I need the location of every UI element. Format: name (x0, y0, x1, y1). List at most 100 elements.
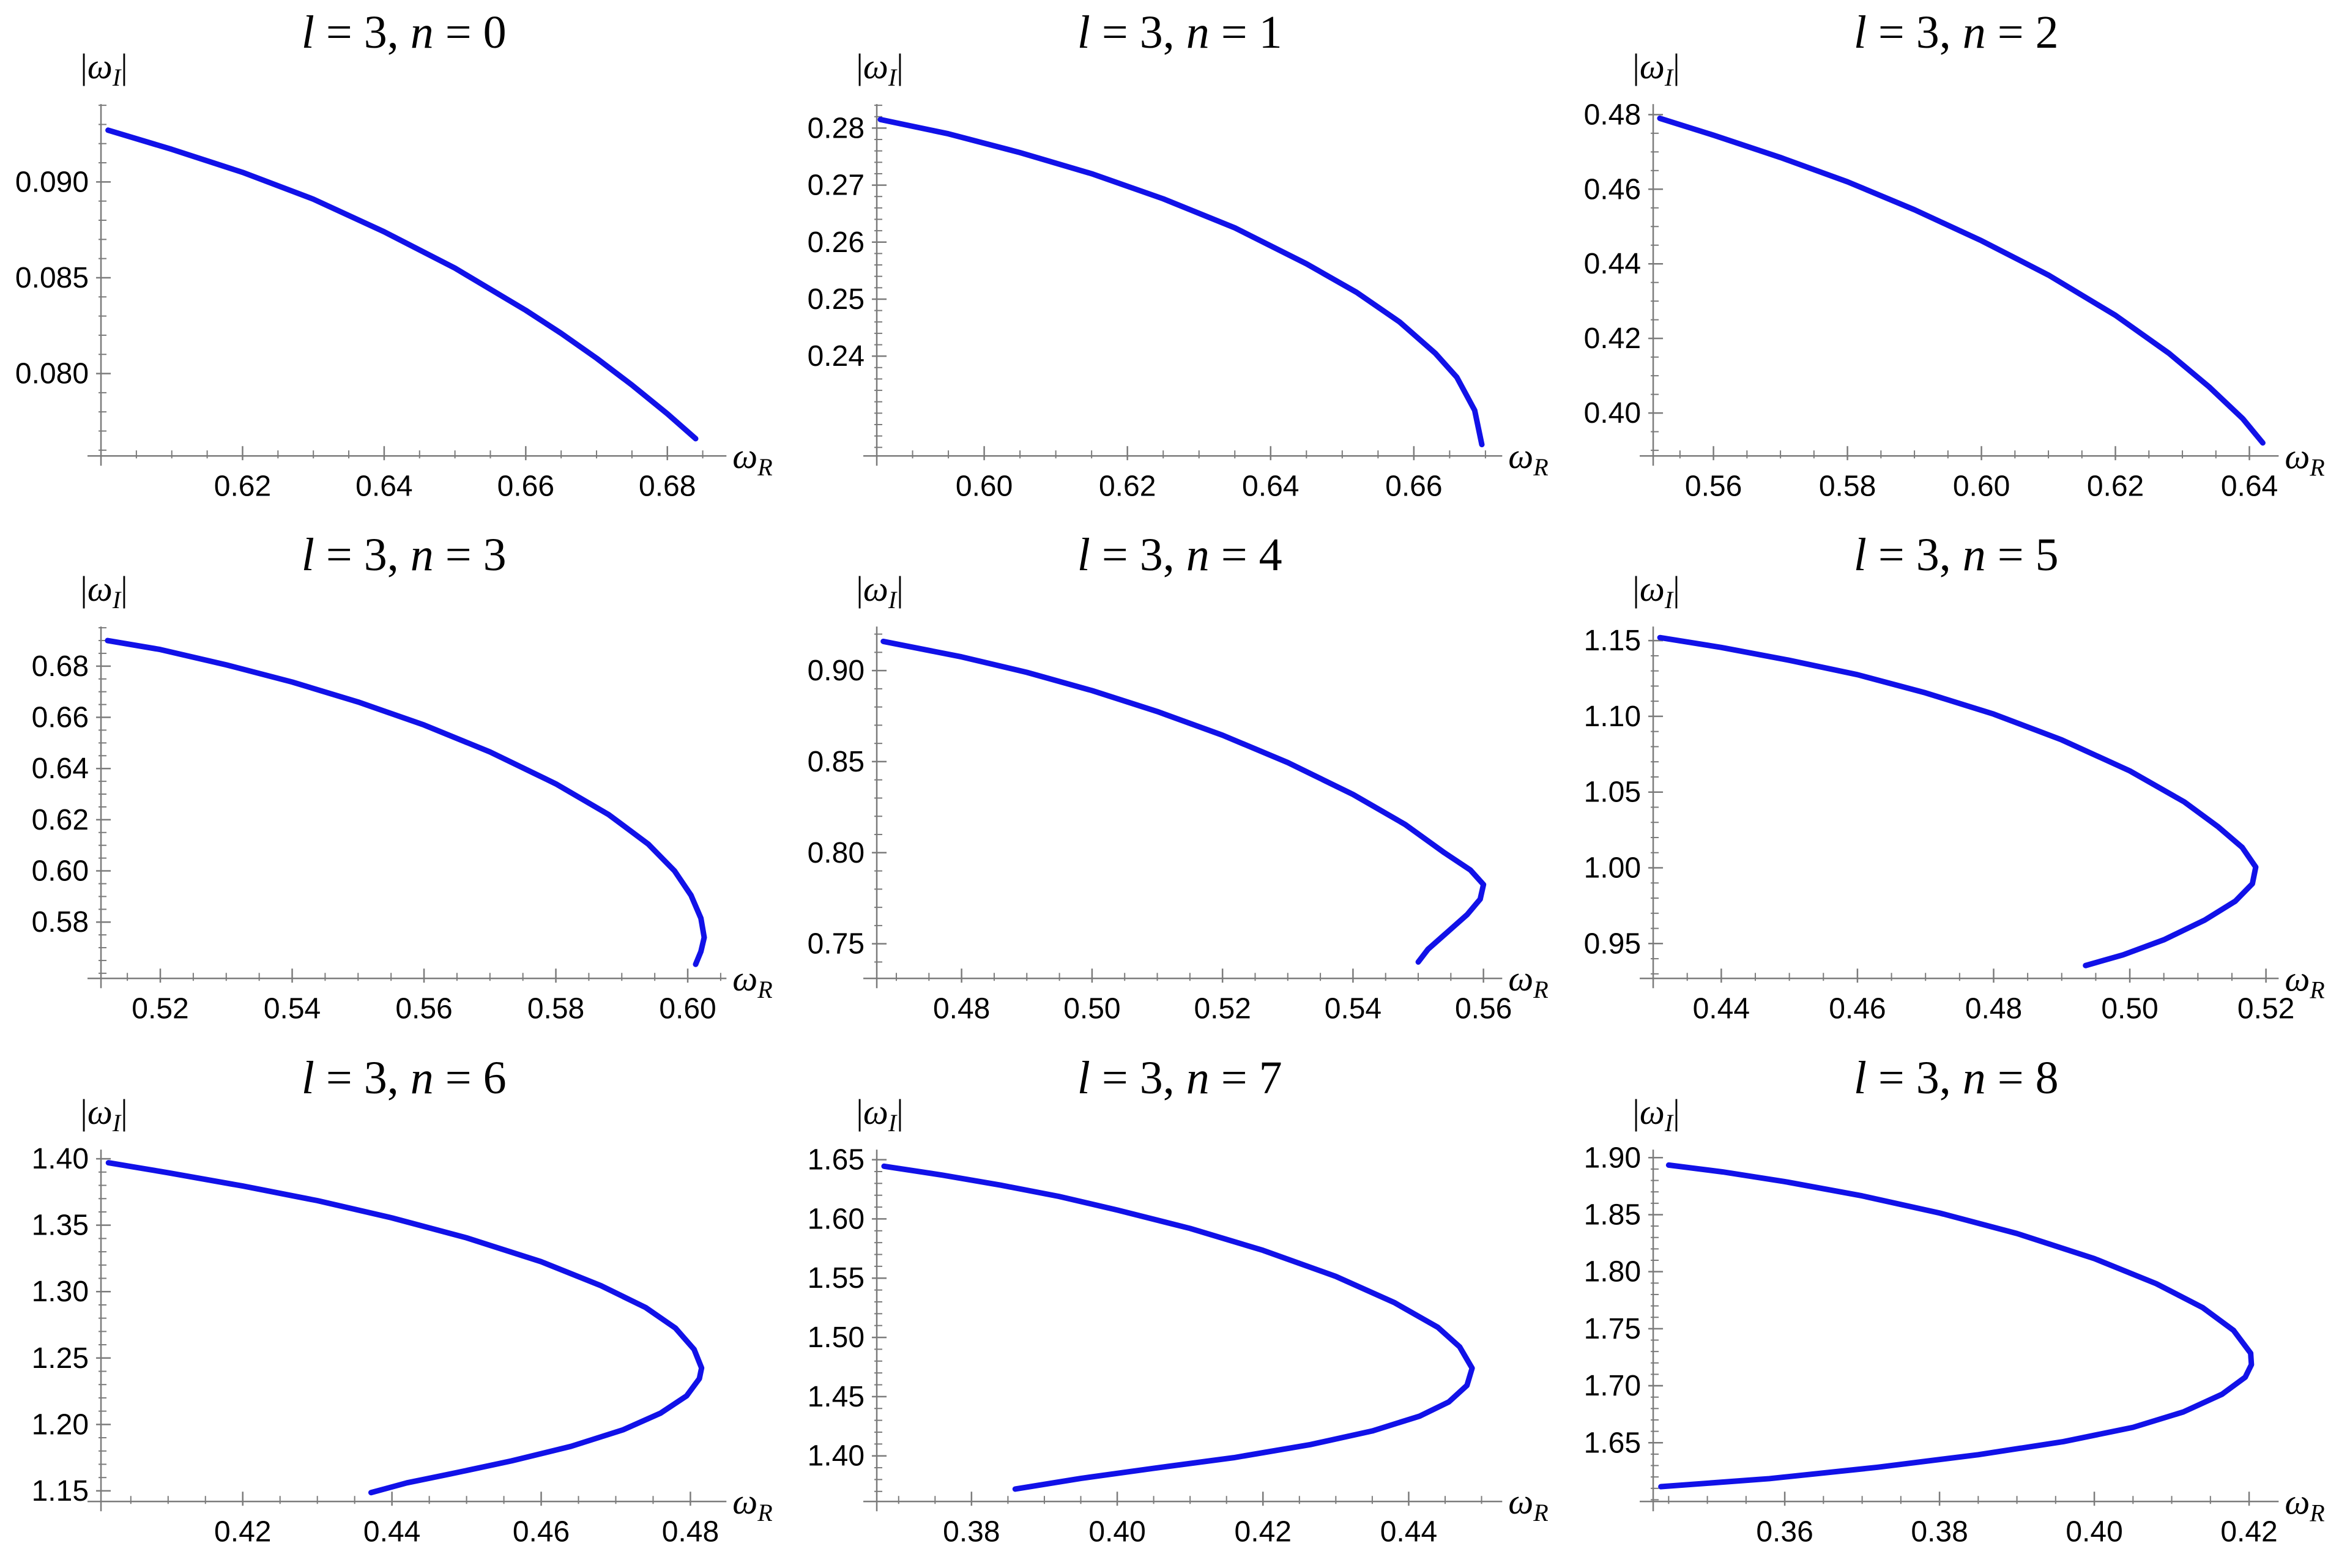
y-tick-label: 1.40 (808, 1440, 865, 1472)
x-tick-label: 0.58 (1819, 470, 1876, 502)
y-tick-label: 0.90 (808, 655, 865, 687)
x-axis-label: ωR (732, 1482, 772, 1526)
y-tick-label: 1.65 (1583, 1427, 1640, 1459)
x-tick-label: 0.40 (1089, 1515, 1146, 1548)
y-tick-label: 0.85 (808, 746, 865, 778)
y-axis-label: |ωI| (857, 569, 904, 614)
x-tick-label: 0.42 (214, 1515, 271, 1548)
y-tick-label: 0.46 (1583, 173, 1640, 206)
y-tick-label: 0.080 (15, 358, 89, 390)
y-axis-label: |ωI| (1632, 46, 1680, 91)
x-axis-label: ωR (732, 436, 772, 481)
x-tick-label: 0.60 (659, 993, 716, 1025)
x-axis-label: ωR (2285, 436, 2324, 481)
y-axis-label: |ωI| (1632, 1092, 1680, 1137)
qnm-curve (1657, 635, 2259, 969)
qnm-plot-l3-n3: 0.52 0.54 0.56 0.58 0.60 0.58 0.60 0.62 0.64 0.66… (32, 529, 773, 1025)
y-tick-label: 1.55 (808, 1262, 865, 1295)
x-tick-label: 0.64 (355, 470, 412, 502)
x-tick-label: 0.44 (1692, 993, 1749, 1025)
x-tick-label: 0.60 (1953, 470, 2010, 502)
figure-l3-n7: 0.38 0.40 0.42 0.44 1.40 1.45 1.50 1.55 1.60 1.65… (776, 1046, 1552, 1568)
y-tick-label: 1.15 (32, 1475, 89, 1507)
qnm-curve (105, 637, 707, 968)
y-tick-label: 1.40 (32, 1143, 89, 1175)
figure-l3-n5: 0.44 0.46 0.48 0.50 0.52 0.95 1.00 1.05 1.10 1.15… (1552, 522, 2328, 1045)
x-tick-label: 0.56 (1455, 993, 1512, 1025)
y-tick-label: 1.30 (32, 1276, 89, 1308)
y-tick-label: 1.20 (32, 1408, 89, 1441)
x-tick-label: 0.48 (1965, 993, 2021, 1025)
y-tick-label: 1.90 (1583, 1142, 1640, 1174)
y-tick-label: 0.75 (808, 928, 865, 960)
y-axis-label: |ωI| (80, 46, 128, 91)
y-tick-label: 1.80 (1583, 1255, 1640, 1288)
x-tick-label: 0.68 (639, 470, 696, 502)
figure-l3-n8: 0.36 0.38 0.40 0.42 1.65 1.70 1.75 1.80 1.85 1.90… (1552, 1046, 2328, 1568)
qnm-plot-l3-n2: 0.56 0.58 0.60 0.62 0.64 0.40 0.42 0.44 0.46 0.48… (1583, 7, 2324, 502)
qnm-curve (105, 127, 699, 442)
x-tick-label: 0.52 (2237, 993, 2294, 1025)
y-tick-label: 0.62 (32, 804, 89, 836)
y-tick-label: 1.60 (808, 1203, 865, 1235)
figure-l3-n1: 0.60 0.62 0.64 0.66 0.24 0.25 0.26 0.27 0.28 l = … (776, 0, 1552, 522)
x-tick-label: 0.66 (1385, 470, 1442, 502)
x-tick-label: 0.56 (1685, 470, 1742, 502)
figure-l3-n6: 0.42 0.44 0.46 0.48 1.15 1.20 1.25 1.30 1.35 1.40… (0, 1046, 776, 1568)
x-tick-label: 0.66 (497, 470, 554, 502)
y-axis-label: |ωI| (1632, 569, 1680, 614)
plot-title: l = 3, n = 8 (1853, 1052, 2058, 1104)
y-tick-label: 0.60 (32, 855, 89, 888)
x-tick-label: 0.44 (363, 1515, 420, 1548)
y-tick-label: 0.48 (1583, 98, 1640, 131)
y-tick-label: 1.10 (1583, 700, 1640, 733)
y-tick-label: 0.085 (15, 262, 89, 294)
x-tick-label: 0.64 (1242, 470, 1299, 502)
y-tick-label: 0.26 (808, 226, 865, 259)
y-tick-label: 0.68 (32, 650, 89, 683)
qnm-plot-l3-n6: 0.42 0.44 0.46 0.48 1.15 1.20 1.25 1.30 1.35 1.40… (32, 1052, 773, 1548)
y-tick-label: 1.75 (1583, 1313, 1640, 1345)
plot-title: l = 3, n = 1 (1077, 7, 1282, 58)
x-tick-label: 0.44 (1380, 1515, 1437, 1548)
qnm-plot-l3-n1: 0.60 0.62 0.64 0.66 0.24 0.25 0.26 0.27 0.28 l = … (808, 7, 1549, 502)
figure-l3-n0: 0.62 0.64 0.66 0.68 0.080 0.085 0.090 l = 3, n … (0, 0, 776, 522)
y-tick-label: 0.44 (1583, 248, 1640, 280)
y-tick-label: 0.24 (808, 340, 865, 373)
y-tick-label: 1.35 (32, 1209, 89, 1241)
qnm-curve (105, 1159, 705, 1495)
y-tick-label: 1.65 (808, 1143, 865, 1176)
qnm-plot-l3-n4: 0.48 0.50 0.52 0.54 0.56 0.75 0.80 0.85 0.90 l = … (808, 529, 1549, 1025)
qnm-curve (881, 1163, 1475, 1492)
x-tick-label: 0.54 (1325, 993, 1382, 1025)
y-tick-label: 1.70 (1583, 1370, 1640, 1402)
y-tick-label: 1.50 (808, 1321, 865, 1354)
x-axis-label: ωR (1509, 959, 1549, 1004)
figure-l3-n4: 0.48 0.50 0.52 0.54 0.56 0.75 0.80 0.85 0.90 l = … (776, 522, 1552, 1045)
qnm-plot-l3-n0: 0.62 0.64 0.66 0.68 0.080 0.085 0.090 l = 3, n … (15, 7, 773, 502)
figure-l3-n3: 0.52 0.54 0.56 0.58 0.60 0.58 0.60 0.62 0.64 0.66… (0, 522, 776, 1045)
qnm-curve (1657, 115, 2266, 446)
qnm-curve (877, 116, 1485, 448)
plot-title: l = 3, n = 0 (302, 7, 507, 58)
y-tick-label: 0.27 (808, 169, 865, 202)
x-tick-label: 0.50 (2101, 993, 2158, 1025)
x-axis-label: ωR (1509, 1482, 1549, 1526)
plot-title: l = 3, n = 2 (1853, 7, 2058, 58)
x-tick-label: 0.52 (1194, 993, 1251, 1025)
y-tick-label: 0.80 (808, 837, 865, 869)
x-tick-label: 0.56 (395, 993, 452, 1025)
y-tick-label: 0.42 (1583, 322, 1640, 355)
x-tick-label: 0.62 (2086, 470, 2143, 502)
qnm-plot-l3-n5: 0.44 0.46 0.48 0.50 0.52 0.95 1.00 1.05 1.10 1.15… (1583, 529, 2324, 1025)
x-tick-label: 0.58 (527, 993, 584, 1025)
x-tick-label: 0.48 (933, 993, 990, 1025)
y-tick-label: 0.40 (1583, 397, 1640, 429)
y-tick-label: 0.25 (808, 283, 865, 316)
x-axis-label: ωR (732, 959, 772, 1004)
x-tick-label: 0.46 (1829, 993, 1886, 1025)
x-tick-label: 0.60 (956, 470, 1013, 502)
x-tick-label: 0.62 (214, 470, 271, 502)
plot-title: l = 3, n = 6 (302, 1052, 507, 1104)
